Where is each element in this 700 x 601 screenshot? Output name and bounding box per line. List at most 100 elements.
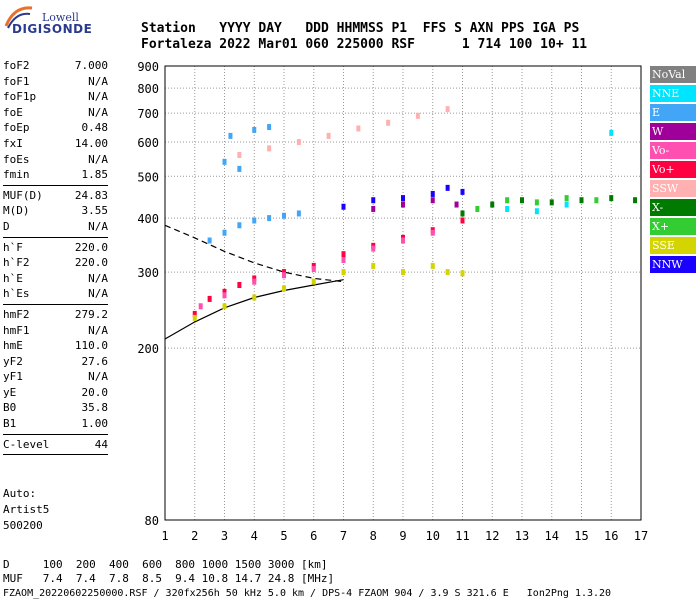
y-tick-label: 80	[145, 514, 159, 528]
x-tick-label: 15	[574, 529, 588, 543]
x-tick-label: 13	[515, 529, 529, 543]
separator	[3, 236, 108, 238]
echo-point	[371, 245, 376, 252]
param-value: 35.8	[81, 401, 109, 415]
param-row: foEp 0.48	[3, 120, 108, 136]
autoscaling-info: Auto: Artist5 500200	[3, 486, 49, 534]
digisonde-logo-icon	[4, 6, 33, 29]
param-value: 7.000	[74, 59, 108, 72]
echo-point	[252, 278, 257, 285]
echo-point	[311, 262, 316, 269]
echo-point	[222, 292, 227, 299]
param-name: fxI	[3, 136, 23, 150]
y-tick-label: 800	[137, 82, 159, 96]
echo-point	[460, 188, 465, 195]
echo-point	[371, 205, 376, 212]
param-name: hmF1	[3, 323, 30, 337]
param-value: N/A	[88, 90, 108, 104]
param-group-critical-frequencies: foF2 7.000 foF1 N/A foF1p N/A foE N/A foEp 0.48 fx…	[3, 58, 108, 183]
echo-point	[282, 285, 286, 292]
echo-point	[445, 269, 450, 276]
param-value: 220.0	[74, 240, 108, 254]
echo-point	[609, 129, 614, 136]
x-tick-label: 9	[399, 529, 406, 543]
echo-point	[311, 278, 316, 285]
y-axis-ticks: 80 200 300 400 500 600 700 800 900	[137, 60, 159, 528]
param-value: 3.55	[81, 204, 109, 218]
param-name: h`F2	[3, 256, 30, 270]
y-tick-label: 200	[137, 342, 159, 356]
echo-point	[415, 112, 420, 119]
echo-point	[252, 294, 257, 301]
footer-file-info: FZAOM_20220602250000.RSF / 320fx256h 50 …	[3, 588, 612, 599]
x-tick-label: 4	[251, 529, 258, 543]
param-row: hmE 110.0	[3, 338, 108, 354]
x-tick-label: 17	[634, 529, 648, 543]
echo-point	[326, 132, 331, 139]
echo-point	[192, 314, 197, 321]
legend-item: NNW	[650, 256, 696, 273]
param-name: fmin	[3, 168, 30, 182]
echo-point	[594, 197, 599, 204]
chart-points	[192, 106, 638, 321]
echo-point	[564, 201, 569, 208]
x-tick-label: 1	[161, 529, 168, 543]
logo-digisonde-text: DIGISONDE	[12, 22, 93, 36]
legend-item: NNE	[650, 85, 696, 102]
legend-item: NoVal	[650, 66, 696, 83]
separator	[3, 454, 108, 456]
param-value: 220.0	[74, 256, 108, 270]
chart-grid	[164, 65, 642, 521]
x-tick-label: 7	[340, 529, 347, 543]
echo-point	[534, 208, 539, 215]
echo-point	[386, 119, 391, 126]
param-name: h`Es	[3, 287, 30, 301]
param-value: 110.0	[74, 339, 108, 353]
param-value: N/A	[88, 370, 108, 384]
param-name: foE	[3, 105, 23, 119]
echo-point	[237, 222, 242, 229]
echo-point	[341, 269, 346, 276]
param-value: 24.83	[74, 188, 108, 202]
echo-point	[460, 210, 465, 217]
echo-point	[252, 126, 257, 133]
auto-program: Artist5	[3, 503, 50, 516]
y-tick-label: 300	[137, 266, 159, 280]
param-name: hmF2	[3, 307, 30, 321]
legend-item: Vo+	[650, 161, 696, 178]
param-row: foE N/A	[3, 105, 108, 121]
echo-point	[237, 165, 242, 172]
echo-point	[192, 310, 197, 317]
param-row: yF1 N/A	[3, 369, 108, 385]
header-values: Fortaleza 2022 Mar01 060 225000 RSF 1 71…	[141, 37, 588, 52]
param-row: h`Es N/A	[3, 286, 108, 302]
param-name: hmE	[3, 339, 23, 353]
echo-point	[549, 199, 554, 206]
param-row: h`F 220.0	[3, 240, 108, 256]
param-row: B1 1.00	[3, 416, 108, 432]
x-tick-label: 11	[455, 529, 469, 543]
echo-point	[401, 269, 405, 276]
param-row: C-level 44	[3, 437, 108, 453]
param-row: foF1 N/A	[3, 74, 108, 90]
echo-point	[520, 197, 524, 204]
auto-version: 500200	[3, 519, 43, 532]
param-name: yF2	[3, 354, 23, 368]
param-row: fxI 14.00	[3, 136, 108, 152]
x-tick-label: 16	[604, 529, 618, 543]
param-name: foEp	[3, 121, 30, 135]
echo-point	[356, 125, 361, 132]
param-name: h`E	[3, 271, 23, 285]
echo-point	[401, 237, 405, 244]
param-value: N/A	[88, 74, 108, 88]
muf-row: MUF 7.4 7.4 7.8 8.5 9.4 10.8 14.7 24.8 […	[3, 572, 335, 585]
param-row: M(D) 3.55	[3, 203, 108, 219]
legend-item: Vo-	[650, 142, 696, 159]
echo-point	[633, 197, 638, 204]
dashed-trace	[164, 224, 344, 283]
echo-point	[237, 282, 242, 289]
param-group-muf: MUF(D) 24.83 M(D) 3.55 D N/A	[3, 188, 108, 235]
y-tick-label: 600	[137, 136, 159, 150]
param-name: yF1	[3, 370, 23, 384]
param-row: h`E N/A	[3, 271, 108, 287]
